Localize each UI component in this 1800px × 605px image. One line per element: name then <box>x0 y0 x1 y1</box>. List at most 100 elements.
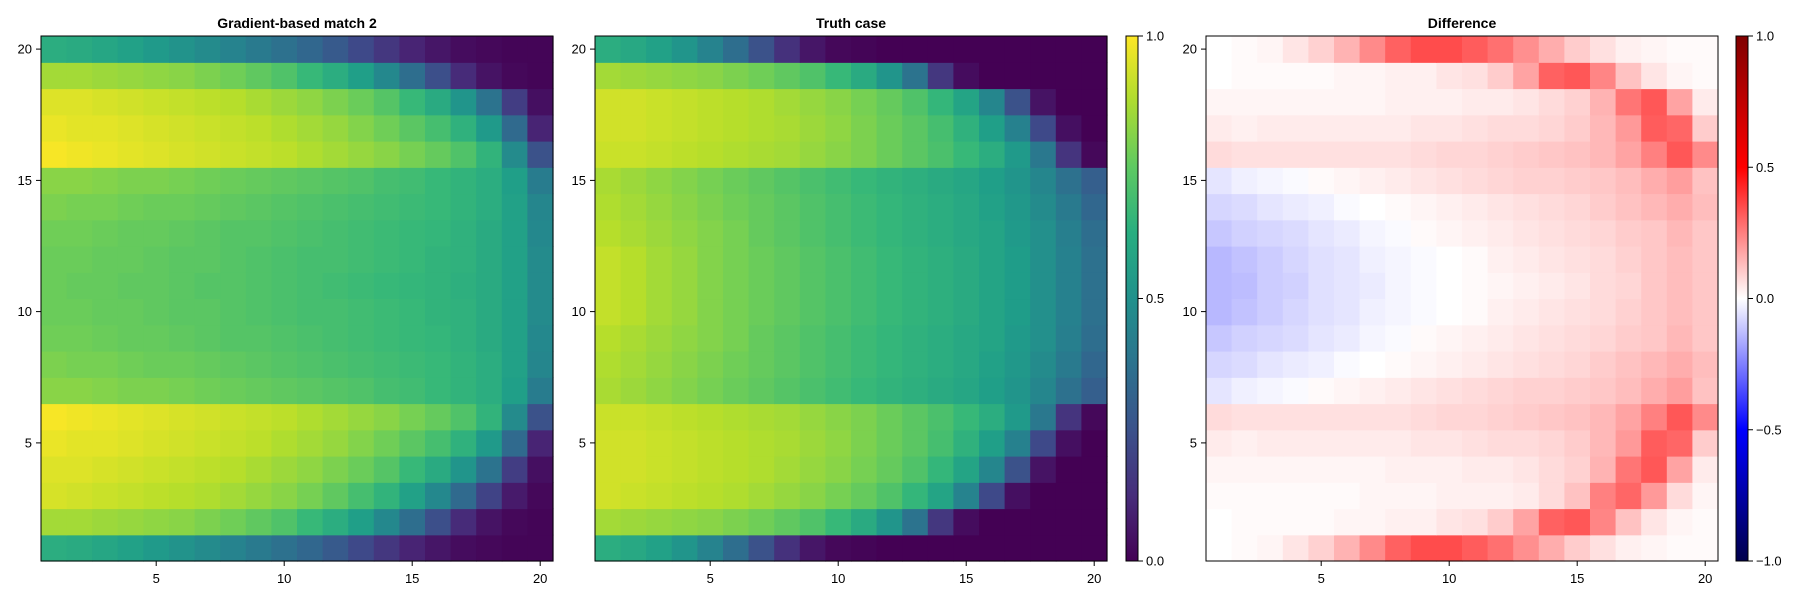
heatmap-cell <box>979 508 1006 536</box>
panel-truth-case: Truth case 5 10 15 20 5 10 15 <box>572 15 1108 586</box>
heatmap-cell <box>876 482 903 510</box>
heatmap-cell <box>169 62 196 90</box>
heatmap-cell <box>41 167 68 195</box>
heatmap-cell <box>220 219 247 247</box>
heatmap-cell <box>1692 193 1719 221</box>
heatmap-cell <box>1513 403 1540 431</box>
heatmap-cell <box>620 429 647 457</box>
heatmap-cell <box>373 508 400 536</box>
heatmap-cell <box>1410 456 1437 483</box>
heatmap-cell <box>1231 351 1258 378</box>
heatmap-cell <box>595 534 622 562</box>
heatmap-cell <box>1359 36 1386 63</box>
heatmap-cell <box>425 429 452 457</box>
heatmap-cell <box>1462 88 1489 116</box>
heatmap-cell <box>927 403 954 431</box>
heatmap-cell <box>1538 246 1565 273</box>
heatmap-cell <box>92 351 119 378</box>
heatmap-cell <box>1538 324 1565 352</box>
heatmap-cell <box>1666 403 1693 431</box>
heatmap-cell <box>527 377 554 405</box>
heatmap-cell <box>646 403 673 431</box>
heatmap-cell <box>979 141 1006 168</box>
heatmap-cell <box>1004 403 1031 431</box>
heatmap-cell <box>697 403 724 431</box>
colorbar-tick-label: −0.5 <box>1756 422 1782 437</box>
heatmap-cell <box>1004 377 1031 405</box>
heatmap-cell <box>1334 272 1361 300</box>
heatmap-cell <box>1538 429 1565 457</box>
heatmap-cell <box>671 351 698 378</box>
heatmap-cell <box>876 62 903 90</box>
heatmap-cell <box>1615 482 1642 510</box>
heatmap-cell <box>271 298 298 326</box>
heatmap-cell <box>1538 62 1565 90</box>
heatmap-cell <box>1487 141 1514 168</box>
heatmap-cell <box>1462 377 1489 405</box>
heatmap-cell <box>1004 141 1031 168</box>
heatmap-cell <box>1030 219 1057 247</box>
heatmap-cell <box>1206 534 1233 562</box>
heatmap-cell <box>1004 167 1031 195</box>
heatmap-cell <box>271 193 298 221</box>
heatmap-cell <box>825 456 852 483</box>
heatmap-cell <box>1641 272 1668 300</box>
heatmap-cell <box>1004 272 1031 300</box>
heatmap-cell <box>1462 141 1489 168</box>
heatmap-cell <box>220 456 247 483</box>
heatmap-cell <box>1030 141 1057 168</box>
heatmap-cell <box>1282 534 1309 562</box>
heatmap-cell <box>1436 456 1463 483</box>
heatmap-cell <box>1564 62 1591 90</box>
heatmap-cell <box>399 324 426 352</box>
heatmap-cell <box>1615 36 1642 63</box>
heatmap-cell <box>1692 534 1719 562</box>
heatmap-cell <box>1641 324 1668 352</box>
heatmap-cell <box>169 246 196 273</box>
heatmap-cell <box>902 482 929 510</box>
heatmap-cell <box>117 88 144 116</box>
heatmap-cell <box>902 141 929 168</box>
heatmap-cell <box>245 62 272 90</box>
heatmap-cell <box>620 482 647 510</box>
heatmap-cell <box>953 246 980 273</box>
heatmap-cell <box>1030 377 1057 405</box>
heatmap-cell <box>1257 62 1284 90</box>
heatmap-cell <box>671 62 698 90</box>
heatmap-cell <box>595 482 622 510</box>
heatmap-cell <box>723 456 750 483</box>
heatmap-cell <box>501 62 528 90</box>
heatmap-cell <box>1308 246 1335 273</box>
heatmap-cell <box>41 246 68 273</box>
heatmap-cell <box>1385 508 1412 536</box>
heatmap-cell <box>1692 298 1719 326</box>
heatmap-cell <box>927 298 954 326</box>
heatmap-cell <box>1538 219 1565 247</box>
heatmap-cell <box>1487 62 1514 90</box>
heatmap-cell <box>1385 193 1412 221</box>
x-tick-label: 5 <box>707 571 714 586</box>
heatmap-cell <box>671 403 698 431</box>
heatmap-cell <box>1231 219 1258 247</box>
heatmap-cell <box>92 324 119 352</box>
heatmap-cell <box>527 272 554 300</box>
heatmap-cell <box>1257 482 1284 510</box>
heatmap-cell <box>117 351 144 378</box>
heatmap-cell <box>1334 508 1361 536</box>
heatmap-cell <box>117 167 144 195</box>
heatmap-cell <box>697 324 724 352</box>
heatmap-cell <box>527 351 554 378</box>
heatmap-cell <box>646 482 673 510</box>
heatmap-cell <box>1692 114 1719 142</box>
heatmap-cell <box>774 62 801 90</box>
heatmap-cell <box>1282 456 1309 483</box>
heatmap-cell <box>876 141 903 168</box>
heatmap-cell <box>1590 141 1617 168</box>
heatmap-cell <box>1334 403 1361 431</box>
heatmap-cells-3 <box>1206 36 1719 562</box>
heatmap-cell <box>143 36 170 63</box>
heatmap-cell <box>1030 298 1057 326</box>
heatmap-cell <box>66 219 93 247</box>
heatmap-cell <box>979 36 1006 63</box>
heatmap-cell <box>927 482 954 510</box>
